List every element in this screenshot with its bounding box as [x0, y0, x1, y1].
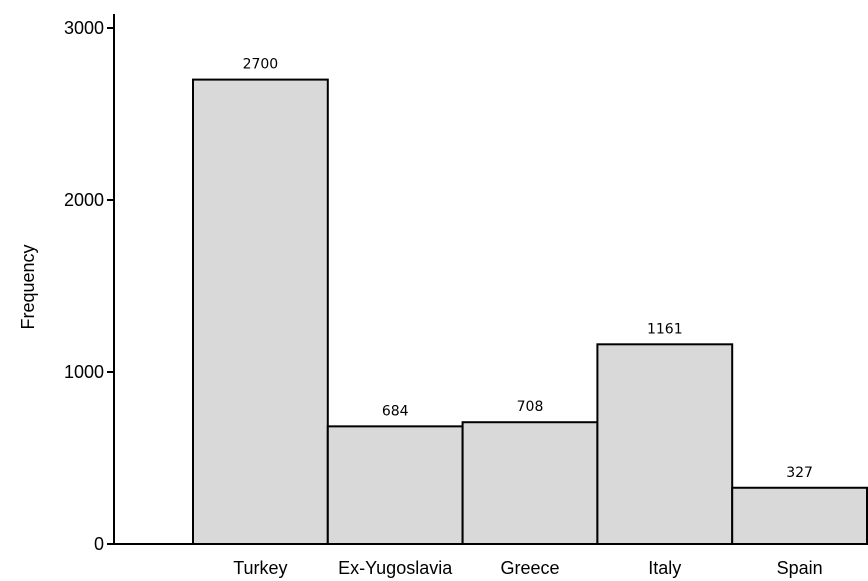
y-axis: 0 1000 2000 3000	[64, 14, 115, 554]
y-tick-label-2000: 2000	[64, 190, 104, 210]
bar-italy	[596, 343, 734, 546]
value-label-ex-yugoslavia: 684	[382, 403, 409, 419]
value-labels-group: 2700 684 708 1161 327	[243, 57, 813, 481]
value-label-spain: 327	[786, 465, 813, 481]
value-label-turkey: 2700	[243, 57, 279, 73]
category-label-spain: Spain	[777, 558, 823, 578]
y-tick-label-1000: 1000	[64, 362, 104, 382]
bar-ex-yugoslavia	[326, 425, 464, 545]
category-label-italy: Italy	[648, 558, 681, 578]
bars-group	[192, 78, 868, 546]
category-label-ex-yugoslavia: Ex-Yugoslavia	[338, 558, 453, 578]
y-tick-label-0: 0	[94, 534, 104, 554]
category-label-greece: Greece	[500, 558, 559, 578]
y-axis-title: Frequency	[18, 244, 38, 329]
bar-spain	[731, 486, 868, 546]
value-label-greece: 708	[517, 399, 544, 415]
bar-greece	[461, 421, 599, 545]
value-label-italy: 1161	[647, 321, 683, 337]
bar-turkey	[192, 78, 329, 545]
category-label-turkey: Turkey	[233, 558, 287, 578]
category-labels-group: Turkey Ex-Yugoslavia Greece Italy Spain	[233, 558, 822, 578]
y-tick-label-3000: 3000	[64, 18, 104, 38]
